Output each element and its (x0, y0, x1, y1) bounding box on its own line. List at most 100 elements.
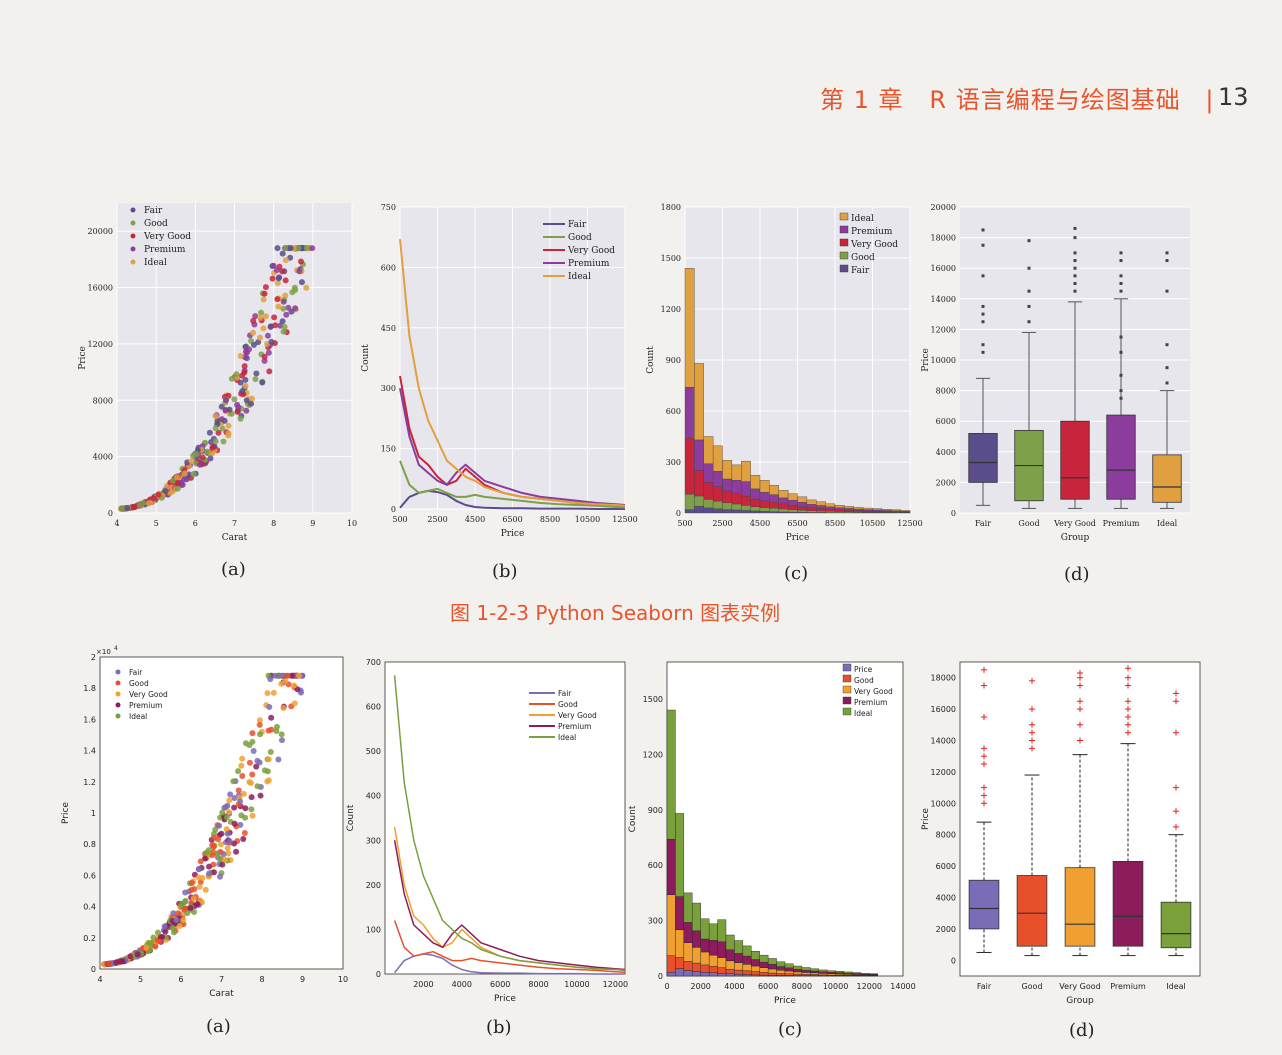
category-label: Premium (1103, 519, 1140, 528)
category-label: Ideal (1157, 519, 1178, 528)
y-tick-label: 1.6 (83, 715, 96, 724)
outlier-point (981, 274, 985, 278)
histogram-bar (742, 945, 752, 957)
legend-label: Very Good (567, 246, 615, 256)
y-tick-label: 2000 (936, 478, 956, 487)
scatter-point (231, 804, 238, 811)
histogram-bar (787, 505, 798, 510)
y-tick-label: 600 (381, 263, 396, 272)
scatter-point (268, 714, 275, 721)
histogram-bar (759, 480, 770, 493)
category-label: Very Good (1053, 519, 1096, 528)
histogram-bar (767, 958, 777, 965)
series-line-premium (399, 388, 626, 506)
scatter-point (258, 309, 265, 316)
scatter-point (216, 822, 223, 829)
y-axis-label: Count (361, 344, 371, 372)
legend-label: Ideal (129, 712, 147, 721)
histogram-bar (816, 508, 826, 512)
seaborn-line-chart: 0 150 300 450 600 750 500 2500 4500 6500 8500 10500… (361, 203, 638, 539)
figure-caption: 图 1-2-3 Python Seaborn 图表实例 (450, 601, 781, 625)
x-tick-label: 4500 (750, 519, 770, 528)
legend-label: Premium (568, 259, 610, 269)
scatter-point (207, 455, 214, 462)
scatter-point (253, 370, 260, 377)
scatter-point (194, 901, 201, 908)
legend-label: Fair (851, 266, 870, 276)
outlier-point (1119, 335, 1123, 339)
legend-swatch (842, 674, 852, 683)
x-axis-label: Carat (222, 533, 248, 543)
x-tick-label: 8 (259, 975, 264, 984)
scatter-point (233, 371, 240, 378)
scatter-point (240, 790, 247, 797)
scatter-point (170, 910, 177, 917)
scatter-point (273, 727, 280, 734)
x-tick-label: 8500 (825, 519, 845, 528)
y-tick-label: 200 (366, 881, 381, 890)
histogram-bar (769, 502, 779, 509)
scatter-point (234, 408, 241, 415)
scatter-point (295, 672, 302, 679)
scatter-point (257, 334, 264, 341)
y-tick-label: 8000 (93, 396, 113, 405)
subfigure-label-c: (c) (784, 563, 809, 584)
y-tick-label: 16000 (931, 705, 956, 714)
histogram-bar (666, 955, 676, 973)
outlier-point (1027, 320, 1031, 324)
box-body (968, 433, 998, 483)
box-premium (1112, 665, 1144, 957)
scatter-point (188, 458, 195, 465)
scatter-point (269, 275, 276, 282)
x-axis-label: Group (1061, 533, 1090, 543)
scatter-point (223, 397, 230, 404)
histogram-bar (751, 965, 760, 972)
scatter-point (292, 305, 299, 312)
outlier-point (1119, 251, 1123, 255)
histogram-bar (694, 439, 704, 471)
histogram-bar (759, 967, 769, 973)
scatter-points (101, 672, 306, 968)
histogram-bar (835, 970, 845, 973)
legend-label: Fair (144, 206, 163, 216)
scatter-point (217, 841, 224, 848)
scatter-point (264, 332, 271, 339)
legend-swatch (839, 238, 849, 247)
histogram-bar (852, 972, 862, 974)
scatter-point (274, 280, 281, 287)
scatter-point (279, 672, 286, 679)
scatter-point (261, 290, 268, 297)
scatter-point (212, 425, 219, 432)
series-line-ideal (399, 239, 626, 507)
histogram-bar (784, 970, 794, 974)
outlier-point (1119, 282, 1123, 285)
histogram-bar (666, 894, 676, 956)
histogram-bar (826, 970, 836, 973)
scatter-point (242, 382, 249, 389)
histogram-bar (769, 508, 779, 512)
histogram-bar (734, 953, 744, 963)
outlier-point (1119, 259, 1123, 263)
outlier-point (981, 350, 985, 354)
histogram-bar (722, 460, 733, 480)
outlier-point (1165, 251, 1169, 255)
box-fair (968, 666, 1000, 953)
outlier-point (1119, 389, 1123, 393)
scatter-point (235, 787, 242, 794)
scatter-point (218, 403, 225, 410)
histogram-bar (759, 961, 769, 968)
histogram-bar (844, 509, 854, 512)
y-tick-label: 2 (91, 653, 96, 662)
scatter-point (136, 502, 143, 509)
category-label: Premium (1110, 982, 1146, 991)
scatter-point (216, 873, 223, 880)
histogram-bar (778, 490, 789, 499)
scatter-point (260, 325, 267, 332)
scatter-point (231, 795, 238, 802)
x-tick-label: 10000 (823, 982, 848, 991)
scatter-point (220, 438, 227, 445)
subfigure-label-b: (b) (492, 561, 518, 582)
scatter-point (197, 858, 204, 865)
histogram-bar (712, 486, 723, 502)
scatter-point (221, 856, 228, 863)
